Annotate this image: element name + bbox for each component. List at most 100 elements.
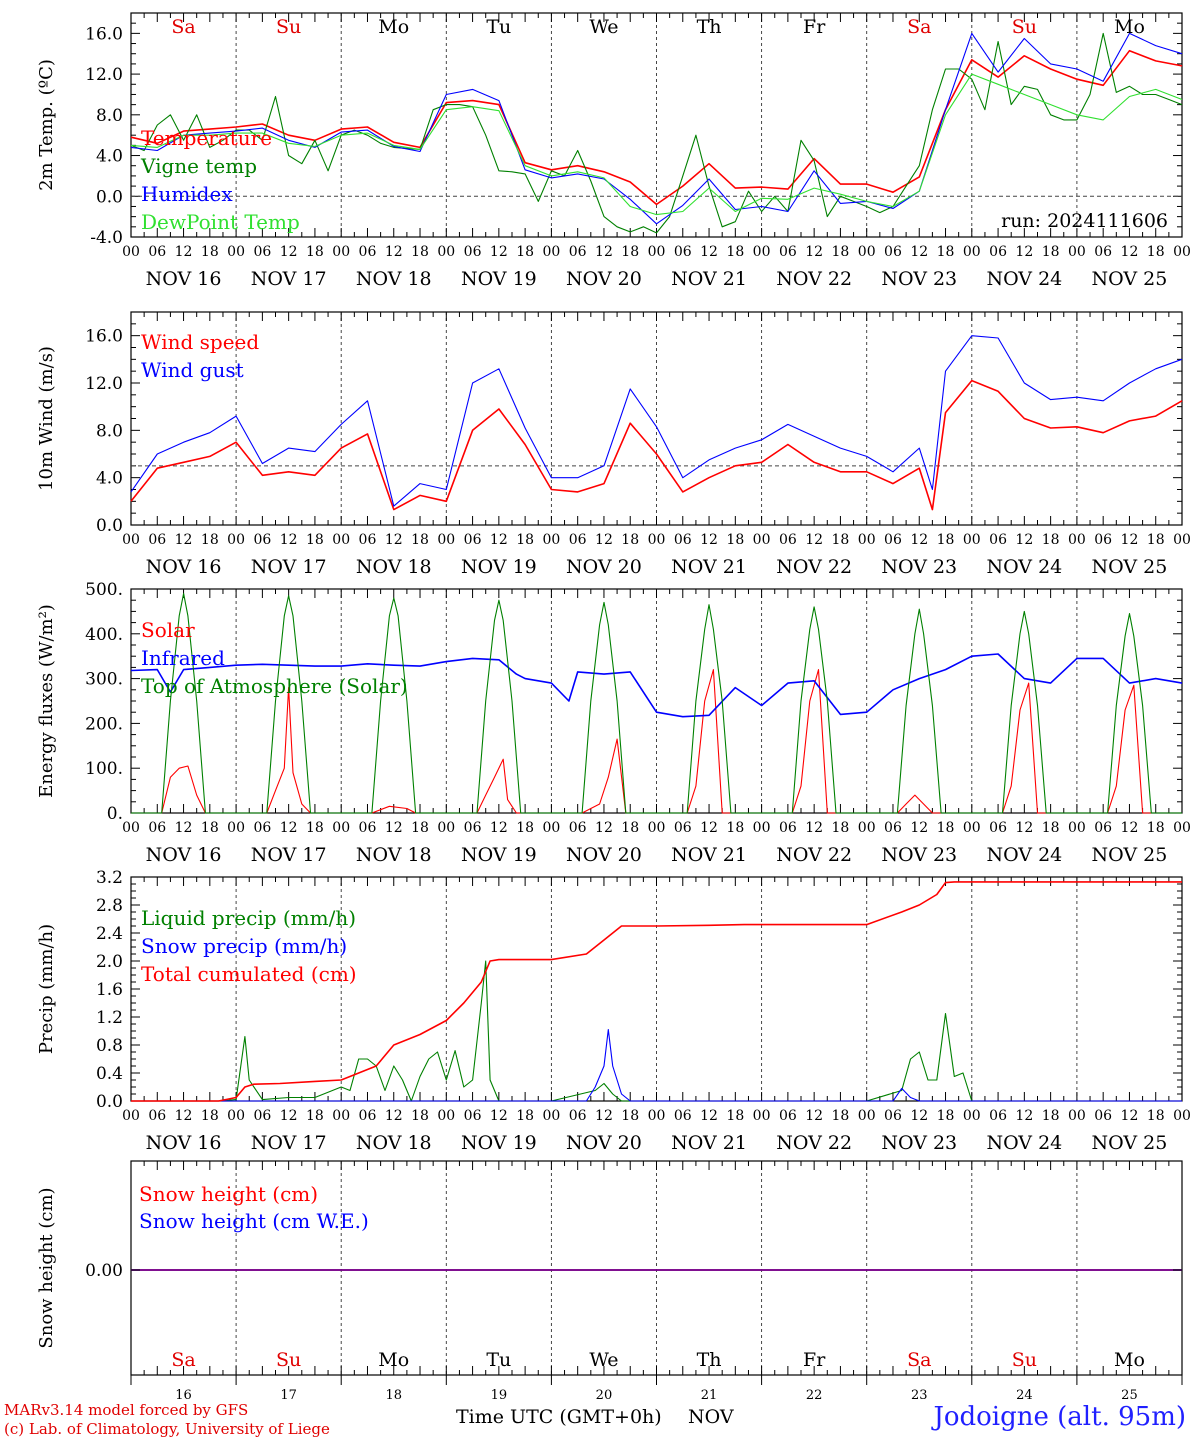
y-tick-label: 8.0 <box>96 421 123 441</box>
date-label: NOV 21 <box>671 844 747 866</box>
y-tick-label: 2.8 <box>96 896 123 916</box>
hour-tick-label: 00 <box>437 244 455 260</box>
hour-tick-label: 00 <box>858 244 876 260</box>
hour-tick-label: 12 <box>910 244 928 260</box>
day-name-label: Sa <box>171 1349 195 1371</box>
date-label: NOV 17 <box>251 844 327 866</box>
hour-tick-label: 00 <box>227 532 245 548</box>
lab-credit: (c) Lab. of Climatology, University of L… <box>4 1420 330 1438</box>
hour-tick-label: 06 <box>359 1108 377 1124</box>
series-wind-speed <box>130 379 1183 511</box>
legend-entry: Infrared <box>141 646 225 670</box>
hour-tick-label: 12 <box>280 820 298 836</box>
y-axis-label: Snow height (cm) <box>36 1187 57 1348</box>
y-axis-label: 2m Temp. (ºC) <box>36 59 57 191</box>
hour-tick-label: 00 <box>963 820 981 836</box>
hour-tick-label: 12 <box>1121 1108 1139 1124</box>
hour-tick-label: 06 <box>253 244 271 260</box>
hour-tick-label: 06 <box>884 244 902 260</box>
hour-tick-label: 06 <box>359 532 377 548</box>
hour-tick-label: 00 <box>542 1108 560 1124</box>
legend-entry: Liquid precip (mm/h) <box>141 906 356 930</box>
hour-tick-label: 00 <box>753 1108 771 1124</box>
hour-tick-label: 12 <box>700 1108 718 1124</box>
hour-tick-label: 06 <box>779 1108 797 1124</box>
hour-tick-label: 12 <box>490 244 508 260</box>
date-label: NOV 25 <box>1092 556 1168 578</box>
hour-tick-label: 18 <box>726 244 744 260</box>
hour-tick-label: 18 <box>201 820 219 836</box>
hour-tick-label: 00 <box>1068 820 1086 836</box>
hour-tick-label: 18 <box>726 1108 744 1124</box>
hour-tick-label: 06 <box>569 820 587 836</box>
hour-tick-label: 12 <box>1015 532 1033 548</box>
series-wind-gust <box>130 335 1183 507</box>
hour-tick-label: 06 <box>989 1108 1007 1124</box>
hour-tick-label: 00 <box>963 244 981 260</box>
date-label: NOV 21 <box>671 1132 747 1154</box>
hour-tick-label: 00 <box>1068 532 1086 548</box>
y-tick-label: 0.8 <box>96 1036 123 1056</box>
panel-3: 500. 400. 300. 200. 100. 0. Energy fluxes (W/m… <box>36 580 1191 866</box>
hour-tick-label: 12 <box>910 1108 928 1124</box>
date-label: NOV 20 <box>566 1132 642 1154</box>
hour-tick-label: 18 <box>1147 1108 1165 1124</box>
hour-tick-label: 00 <box>437 532 455 548</box>
y-tick-label: 100. <box>85 759 123 779</box>
y-tick-label: 3.2 <box>96 868 123 888</box>
hour-tick-label: 06 <box>464 244 482 260</box>
hour-tick-label: 00 <box>122 820 140 836</box>
hour-tick-label: 00 <box>122 1108 140 1124</box>
hour-tick-label: 00 <box>963 1108 981 1124</box>
day-name-label: Fr <box>803 16 826 38</box>
hour-tick-label: 00 <box>648 532 666 548</box>
date-label: NOV 22 <box>776 844 852 866</box>
date-label: NOV 16 <box>146 1132 222 1154</box>
hour-tick-label: 18 <box>937 1108 955 1124</box>
day-name-label: Su <box>276 16 301 38</box>
y-tick-label: 500. <box>85 580 123 600</box>
hour-tick-label: 12 <box>700 820 718 836</box>
hour-tick-label: 18 <box>832 820 850 836</box>
panel-2: 16.0 12.0 8.0 4.0 0.0 10m Wind (m/s) Wind spee… <box>36 311 1191 578</box>
hour-tick-label: 12 <box>175 244 193 260</box>
hour-tick-label: 12 <box>595 820 613 836</box>
run-label: run: 2024111606 <box>1001 210 1168 232</box>
hour-tick-label: 18 <box>726 532 744 548</box>
date-label: NOV 21 <box>671 268 747 290</box>
hour-tick-label: 18 <box>516 244 534 260</box>
hour-tick-label: 00 <box>542 532 560 548</box>
date-label: NOV 22 <box>776 268 852 290</box>
date-label: NOV 19 <box>461 556 537 578</box>
series-temperature <box>130 49 1183 206</box>
date-label: NOV 20 <box>566 268 642 290</box>
hour-tick-label: 06 <box>1094 1108 1112 1124</box>
hour-tick-label: 00 <box>227 820 245 836</box>
hour-tick-label: 00 <box>1068 1108 1086 1124</box>
hour-tick-label: 00 <box>332 820 350 836</box>
date-label: NOV 17 <box>251 1132 327 1154</box>
y-axis-label: 10m Wind (m/s) <box>36 346 57 491</box>
day-name-label: Tu <box>486 1349 511 1371</box>
hour-tick-label: 12 <box>490 820 508 836</box>
hour-tick-label: 12 <box>1015 1108 1033 1124</box>
hour-tick-label: 18 <box>832 244 850 260</box>
day-name-label: Su <box>1012 16 1037 38</box>
hour-tick-label: 00 <box>1068 244 1086 260</box>
panel-5: 0.00 Snow height (cm) Snow height (cm) Snow… <box>36 1160 1183 1403</box>
hour-tick-label: 12 <box>700 244 718 260</box>
panel-1: 16.0 12.0 8.0 4.0 0.0 -4.0 2m Temp. (ºC) Temper… <box>36 12 1191 290</box>
hour-tick-label: 06 <box>253 532 271 548</box>
hour-tick-label: 18 <box>516 532 534 548</box>
hour-tick-label: 12 <box>175 820 193 836</box>
hour-tick-label: 06 <box>779 532 797 548</box>
hour-tick-label: 00 <box>122 244 140 260</box>
hour-tick-label: 18 <box>516 820 534 836</box>
hour-tick-label: 06 <box>884 532 902 548</box>
hour-tick-label: 00 <box>1173 244 1191 260</box>
hour-tick-label: 12 <box>805 532 823 548</box>
hour-tick-label: 06 <box>464 1108 482 1124</box>
y-axis-label: Precip (mm/h) <box>36 924 57 1054</box>
date-label: NOV 23 <box>881 268 957 290</box>
